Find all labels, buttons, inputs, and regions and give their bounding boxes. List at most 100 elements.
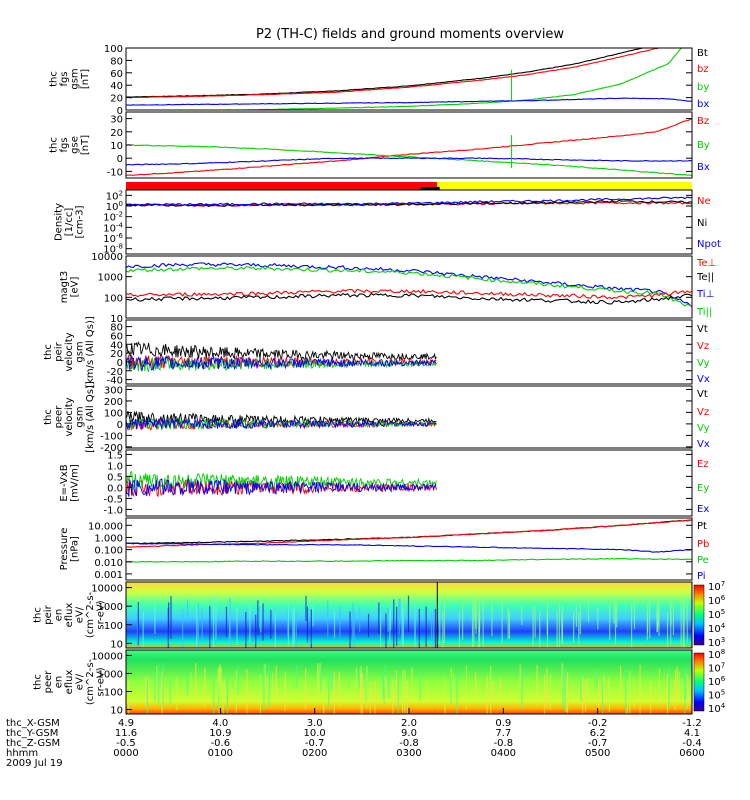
- spectrogram-streak: [521, 668, 523, 709]
- y-axis-label: (cm^2-s-: [85, 658, 96, 705]
- spectrogram-streak: [383, 677, 385, 705]
- figure-title: P2 (TH-C) fields and ground moments over…: [256, 27, 564, 42]
- y-axis-label: gsm: [69, 68, 80, 89]
- spectrogram-streak: [614, 601, 617, 644]
- spectrogram-streak: [396, 606, 398, 646]
- y-axis-label: [cm-3]: [75, 205, 86, 238]
- y-axis-label: [km/s (All Qs)]: [85, 381, 96, 453]
- spectrogram-streak: [678, 671, 680, 703]
- y-tick-label: 10: [110, 141, 123, 152]
- legend-entry: Ti⊥: [696, 289, 714, 300]
- spectrogram-streak: [425, 606, 427, 647]
- spectrogram-streak: [507, 607, 509, 640]
- spectrogram-streak: [668, 667, 670, 710]
- spectrogram-streak: [349, 611, 351, 648]
- plot-area: [126, 48, 692, 110]
- legend-entry: Vz: [697, 341, 709, 352]
- spectrogram-streak: [382, 672, 384, 699]
- spectrogram-streak: [260, 601, 262, 633]
- colorbar-gradient: [693, 584, 705, 646]
- panel-mode_bar: [126, 182, 692, 190]
- y-axis-label: eV/: [75, 673, 86, 690]
- spectrogram-streak: [312, 599, 314, 627]
- spectrogram-streak: [521, 604, 523, 626]
- spectrogram-streak: [137, 602, 139, 646]
- y-tick-label: 1.000: [94, 533, 123, 544]
- spectrogram-streak: [508, 610, 511, 639]
- y-tick-label: 10: [110, 314, 123, 325]
- spectrogram-streak: [213, 670, 215, 714]
- y-axis-label: eflux: [64, 670, 75, 695]
- x-tick-label: 4.9: [118, 718, 134, 729]
- x-tick-label: 0500: [585, 748, 610, 759]
- spectrogram-streak: [402, 608, 404, 648]
- spectrogram-streak: [532, 604, 534, 646]
- legend-entry: Ti||: [696, 307, 712, 318]
- legend-entry: Vy: [697, 358, 710, 369]
- spectrogram-streak: [561, 663, 563, 688]
- spectrogram-streak: [657, 599, 659, 628]
- spectrogram-streak: [379, 612, 382, 648]
- spectrogram-streak: [543, 675, 546, 714]
- spectrogram-streak: [401, 601, 403, 646]
- y-tick-label: -200: [100, 443, 123, 454]
- spectrogram-streak: [333, 611, 336, 638]
- spectrogram-streak: [658, 668, 661, 704]
- x-row-label: thc_Y-GSM: [6, 728, 58, 739]
- y-axis-label: thc: [43, 409, 54, 425]
- y-axis-label: gse: [69, 136, 80, 154]
- series-line-Npot: [126, 196, 692, 206]
- series-line-Vy: [126, 417, 437, 431]
- y-tick-label: 1000: [98, 273, 123, 284]
- spectrogram-streak: [219, 664, 221, 690]
- spectrogram-streak: [161, 672, 163, 714]
- y-tick-label: 200: [104, 397, 123, 408]
- mode-bar-marker: [420, 187, 440, 190]
- spectrogram-streak: [384, 676, 386, 702]
- y-tick-label: -1.0: [103, 505, 123, 516]
- x-tick-label: 11.6: [115, 728, 137, 739]
- panel-frame: [125, 581, 693, 649]
- series-line-bx: [126, 97, 692, 106]
- y-axis-label: thc: [33, 607, 44, 623]
- y-tick-label: 100: [104, 293, 123, 304]
- colorbar-tick-label: 107: [708, 662, 725, 675]
- legend-entry: Vz: [697, 407, 709, 418]
- spectrogram-streak: [333, 671, 335, 714]
- colorbar-tick-label: 103: [708, 636, 725, 649]
- panel-temperature: 10 100 1000 10000 magt3 [eV] Te⊥ Te|| Ti⊥ Ti||: [59, 252, 717, 325]
- x-tick-label: 6.2: [590, 728, 606, 739]
- spectrogram-streak: [176, 677, 178, 711]
- x-tick-label: 10.9: [209, 728, 231, 739]
- spectrogram-streak: [620, 665, 622, 696]
- spectrogram-streak: [439, 600, 441, 645]
- spectrogram-streak: [398, 598, 400, 635]
- spectrogram-streak: [690, 677, 692, 707]
- spectrogram-streak: [458, 612, 461, 648]
- x-row-label: thc_Z-GSM: [6, 738, 60, 749]
- y-axis-label: (cm^2-s-: [85, 591, 96, 638]
- spectrogram-streak: [389, 605, 392, 631]
- spectrogram-streak: [145, 676, 147, 708]
- legend-entry: Bz: [697, 116, 709, 127]
- plot-area: [126, 650, 692, 714]
- spectrogram-streak: [142, 611, 144, 648]
- spectrogram-streak: [310, 609, 312, 648]
- x-tick-label: -0.5: [116, 738, 136, 749]
- y-tick-label: 10000: [91, 584, 123, 595]
- spectrogram-streak: [360, 665, 362, 714]
- spectrogram-streak: [596, 668, 598, 690]
- spectrogram-streak: [473, 601, 475, 647]
- spectrogram-streak: [402, 670, 404, 713]
- y-tick-label: 10.000: [88, 521, 123, 532]
- spectrogram-streak: [365, 668, 367, 702]
- x-tick-label: 9.0: [401, 728, 417, 739]
- y-tick-label: 30: [110, 115, 123, 126]
- spectrogram-streak: [534, 606, 536, 638]
- spectrogram-streak: [609, 602, 611, 640]
- colorbar-tick-label: 106: [708, 594, 726, 607]
- spectrogram-streak: [666, 673, 669, 714]
- y-axis-label: fgs: [59, 137, 70, 152]
- y-axis-label: eV/: [75, 606, 86, 623]
